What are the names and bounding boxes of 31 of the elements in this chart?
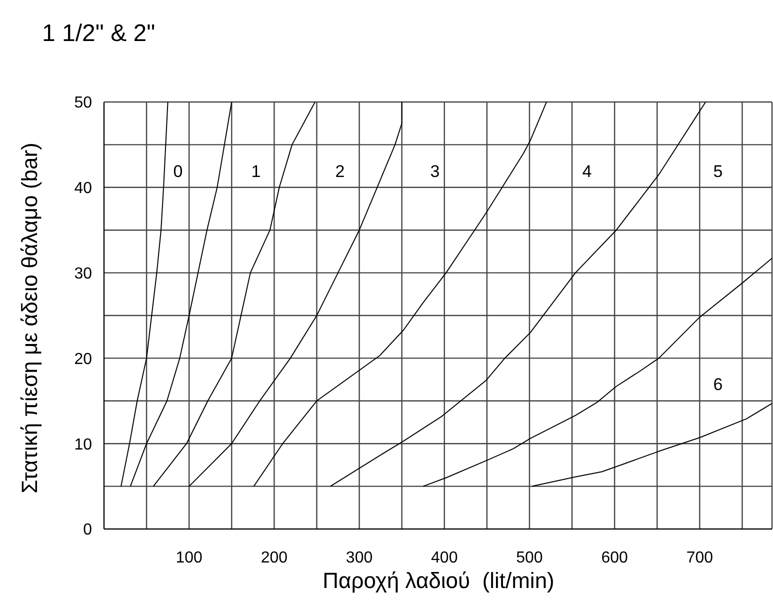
annotation: 1 (251, 162, 261, 182)
annotation: 4 (582, 162, 592, 182)
y-axis-title: Στατική πίεση με άδειο θάλαμο (bar) (17, 142, 43, 494)
x-tick-label: 400 (431, 549, 458, 566)
x-tick-label: 300 (346, 549, 373, 566)
annotation: 6 (713, 375, 723, 395)
line-series (422, 258, 772, 487)
line-series (120, 102, 168, 487)
x-tick-label: 700 (686, 549, 714, 566)
line-series (130, 102, 232, 487)
x-tick-label: 200 (260, 549, 288, 566)
x-axis-title: Παροχή λαδιού (lit/min) (322, 568, 556, 594)
y-tick-label: 40 (74, 180, 92, 198)
annotation: 3 (430, 162, 440, 182)
y-tick-label: 50 (74, 94, 92, 112)
x-tick-label: 100 (176, 549, 203, 566)
line-series (253, 102, 547, 487)
chart-title: 1 1/2" & 2" (42, 20, 156, 48)
x-tick-label: 600 (601, 549, 628, 566)
annotation: 2 (335, 162, 345, 182)
annotation: 5 (713, 162, 723, 182)
line-series (532, 402, 772, 487)
x-tick-label: 500 (516, 549, 543, 566)
y-tick-label: 30 (74, 265, 92, 282)
y-tick-label: 0 (83, 522, 92, 539)
line-series (188, 102, 402, 487)
annotation: 0 (173, 162, 183, 182)
line-series (330, 102, 706, 487)
y-tick-label: 20 (74, 350, 92, 368)
y-tick-label: 10 (74, 436, 92, 454)
line-series (152, 102, 316, 487)
